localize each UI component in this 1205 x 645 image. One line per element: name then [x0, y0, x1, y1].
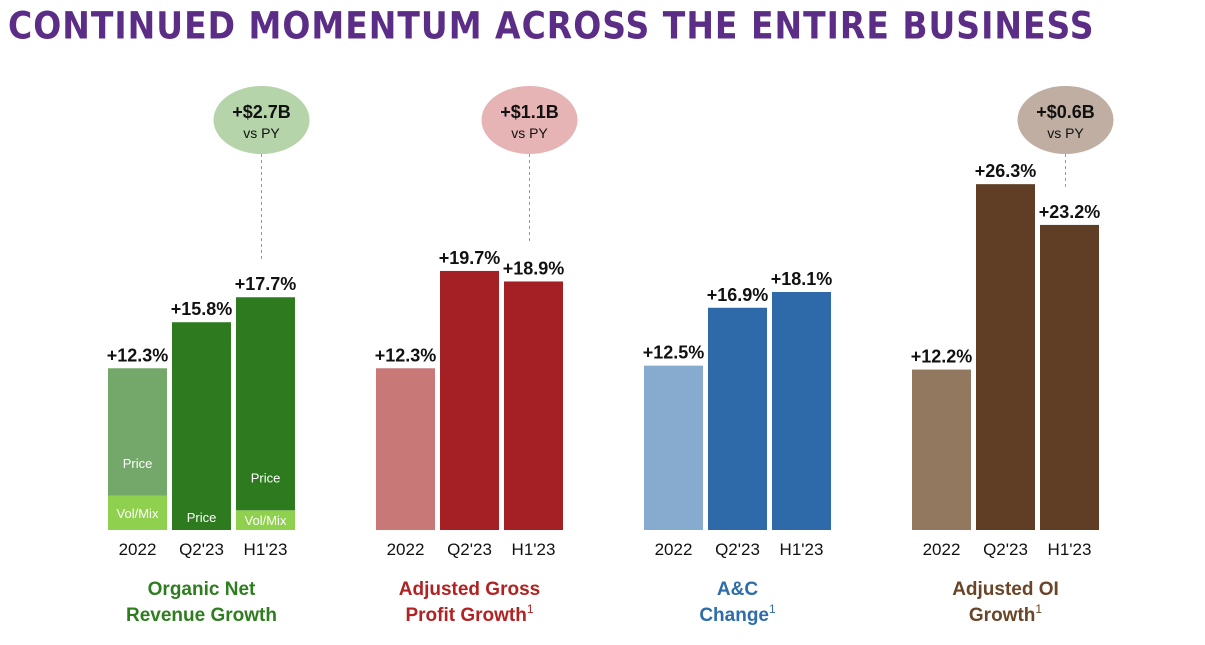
category-label: Q2'23: [179, 540, 224, 559]
category-label: H1'23: [512, 540, 556, 559]
data-label: +15.8%: [171, 299, 233, 319]
data-label: +19.7%: [439, 248, 501, 268]
chart-title: Revenue Growth: [126, 605, 277, 626]
data-label: +17.7%: [235, 274, 297, 294]
chart-title: A&C: [717, 579, 758, 600]
callout-bubble: [481, 86, 578, 154]
bar: [912, 369, 971, 530]
segment-label: Price: [251, 470, 281, 485]
segment-label: Price: [123, 456, 153, 471]
callout-value: +$0.6B: [1036, 102, 1095, 122]
callout-bubble: [1017, 86, 1114, 154]
category-label: Q2'23: [715, 540, 760, 559]
footnote-marker: 1: [769, 602, 776, 616]
segment-label: Vol/Mix: [245, 513, 287, 528]
category-label: H1'23: [780, 540, 824, 559]
slide-title: CONTINUED MOMENTUM ACROSS THE ENTIRE BUS…: [8, 4, 1095, 48]
chart-title: Change1: [699, 602, 776, 626]
chart-title: Profit Growth1: [405, 602, 533, 626]
data-label: +18.1%: [771, 269, 833, 289]
category-label: H1'23: [244, 540, 288, 559]
data-label: +26.3%: [975, 161, 1037, 181]
data-label: +12.3%: [375, 345, 437, 365]
bar: [772, 291, 831, 530]
bar-segment: [236, 297, 295, 511]
callout-subtitle: vs PY: [1047, 125, 1084, 141]
category-label: Q2'23: [983, 540, 1028, 559]
data-label: +18.9%: [503, 258, 565, 278]
footnote-marker: 1: [1035, 602, 1042, 616]
category-label: 2022: [655, 540, 693, 559]
bar-segment: [108, 495, 167, 530]
bar-segment: [108, 368, 167, 496]
data-label: +16.9%: [707, 285, 769, 305]
category-label: Q2'23: [447, 540, 492, 559]
category-label: H1'23: [1048, 540, 1092, 559]
bar: [708, 307, 767, 530]
bar-segment: [172, 322, 231, 530]
callout-subtitle: vs PY: [511, 125, 548, 141]
data-label: +12.5%: [643, 343, 705, 363]
chart-title: Adjusted Gross: [399, 579, 540, 600]
callout-bubble: [213, 86, 310, 154]
data-label: +12.3%: [107, 345, 169, 365]
callout-subtitle: vs PY: [243, 125, 280, 141]
category-label: 2022: [387, 540, 425, 559]
segment-label: Vol/Mix: [117, 506, 159, 521]
segment-label: Price: [187, 510, 217, 525]
bar: [376, 368, 435, 530]
bar-segment: [236, 510, 295, 530]
callout-value: +$2.7B: [232, 102, 291, 122]
footnote-marker: 1: [527, 602, 534, 616]
data-label: +23.2%: [1039, 202, 1101, 222]
chart-title: Growth1: [969, 602, 1043, 626]
bar: [440, 270, 499, 530]
callout-value: +$1.1B: [500, 102, 559, 122]
bar: [976, 184, 1035, 530]
bar: [1040, 224, 1099, 531]
category-label: 2022: [119, 540, 157, 559]
category-label: 2022: [923, 540, 961, 559]
chart-title: Adjusted OI: [952, 579, 1059, 600]
bar: [644, 365, 703, 530]
bar: [504, 281, 563, 530]
data-label: +12.2%: [911, 347, 973, 367]
chart-title: Organic Net: [148, 579, 256, 600]
